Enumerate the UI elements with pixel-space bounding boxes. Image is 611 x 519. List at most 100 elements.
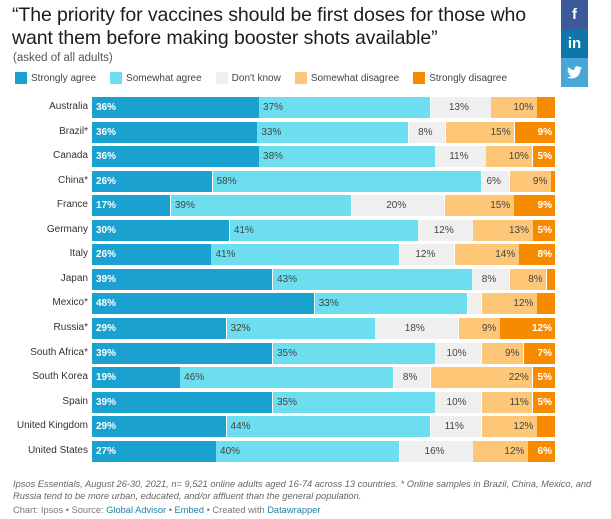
legend-label: Don't know [231,72,281,84]
chart-title: “The priority for vaccines should be fir… [12,4,527,49]
legend-label: Strongly agree [31,72,97,84]
row-label: South Africa* [30,346,88,358]
row-label: China* [57,174,88,186]
bar-segment [481,416,537,438]
source-link[interactable]: Global Advisor [106,505,167,515]
data-label: 9% [532,175,548,187]
bar-segment [216,440,400,462]
row-label: South Korea [32,371,88,383]
bar-segment [551,170,556,192]
bar-segment [537,293,556,315]
social-share-bar: f in [561,0,588,87]
bar-segment [444,195,514,217]
data-label: 46% [184,372,205,384]
data-label: 38% [263,151,284,163]
row-label: United States [27,444,88,456]
chart-subtitle: (asked of all adults) [13,52,113,64]
legend-item: Don't know [215,72,281,84]
data-label: 18% [404,322,425,334]
credits-sep: • [166,505,175,515]
bar-segment [399,244,455,266]
bar-segment [532,391,556,413]
legend-label: Strongly disagree [429,72,508,84]
data-label: 6% [537,445,552,457]
bar-segment [473,440,528,462]
row-label: Japan [60,272,88,284]
legend-item: Strongly agree [15,72,96,84]
bar-segment [408,121,446,143]
linkedin-share-button[interactable]: in [561,29,588,58]
bar-segment [514,195,556,217]
data-label: 33% [261,126,282,138]
data-label: 22% [508,372,529,384]
bar-segment [445,121,515,143]
twitter-share-button[interactable] [561,58,588,87]
bar-segment [92,342,273,364]
data-label: 44% [230,421,251,433]
bar-segment [257,121,409,143]
data-label: 43% [276,273,297,285]
bar-segment [92,97,259,118]
data-label: 39% [96,396,117,408]
bar-segment [399,440,473,462]
bar-segment [500,317,556,339]
data-label: 15% [490,126,511,138]
data-label: 12% [531,322,552,334]
data-label: 11% [449,151,469,163]
data-label: 36% [96,102,117,113]
row-label: United Kingdom [16,420,88,432]
bar-segment [92,293,315,315]
data-label: 37% [263,102,284,113]
data-label: 39% [174,200,195,212]
bar-segment [528,440,556,462]
row-label: Brazil* [59,125,88,137]
data-label: 26% [96,175,117,187]
bar-segment [259,146,435,168]
bar-segment [473,219,533,241]
twitter-icon [567,66,582,79]
data-label: 16% [424,445,445,457]
embed-link[interactable]: Embed [174,505,205,515]
row-label: Italy [69,248,88,260]
bar-segment [533,219,556,241]
data-label: 19% [96,372,117,384]
bar-segment [92,170,213,192]
bar-segment [467,293,482,315]
row-label: Russia* [53,321,88,333]
bar-segment [509,268,547,290]
data-label: 36% [96,151,117,163]
facebook-share-button[interactable]: f [561,0,588,29]
bar-segment [537,97,556,118]
row-label: Australia [49,101,88,112]
data-label: 15% [490,200,511,212]
legend-swatch [294,72,307,84]
bar-segment [351,195,445,217]
bar-segment [532,367,556,389]
bar-segment [472,268,510,290]
legend-item: Somewhat disagree [294,72,399,84]
linkedin-icon: in [567,35,582,52]
data-label: 9% [505,347,520,359]
bar-segment [430,367,533,389]
credits-created: • Created with [204,505,268,515]
bar-segment [92,146,259,168]
datawrapper-link[interactable]: Datawrapper [267,505,321,515]
bar-segment [454,244,519,266]
data-label: 11% [509,396,529,408]
data-label: 27% [96,445,117,457]
bar-segment [92,440,216,462]
data-label: 9% [481,322,497,334]
bar-segment [435,342,482,364]
data-label: 29% [96,322,117,334]
bar-segment [537,416,556,438]
bar-segment [481,293,537,315]
data-label: 6% [486,175,501,187]
data-label: 36% [96,126,117,138]
data-label: 14% [495,249,516,261]
legend-label: Somewhat agree [126,72,202,84]
bar-segment [92,121,257,143]
row-label: Canada [52,150,88,162]
bar-segment [229,219,418,241]
bar-segment [92,244,211,266]
bar-segment [519,244,556,266]
